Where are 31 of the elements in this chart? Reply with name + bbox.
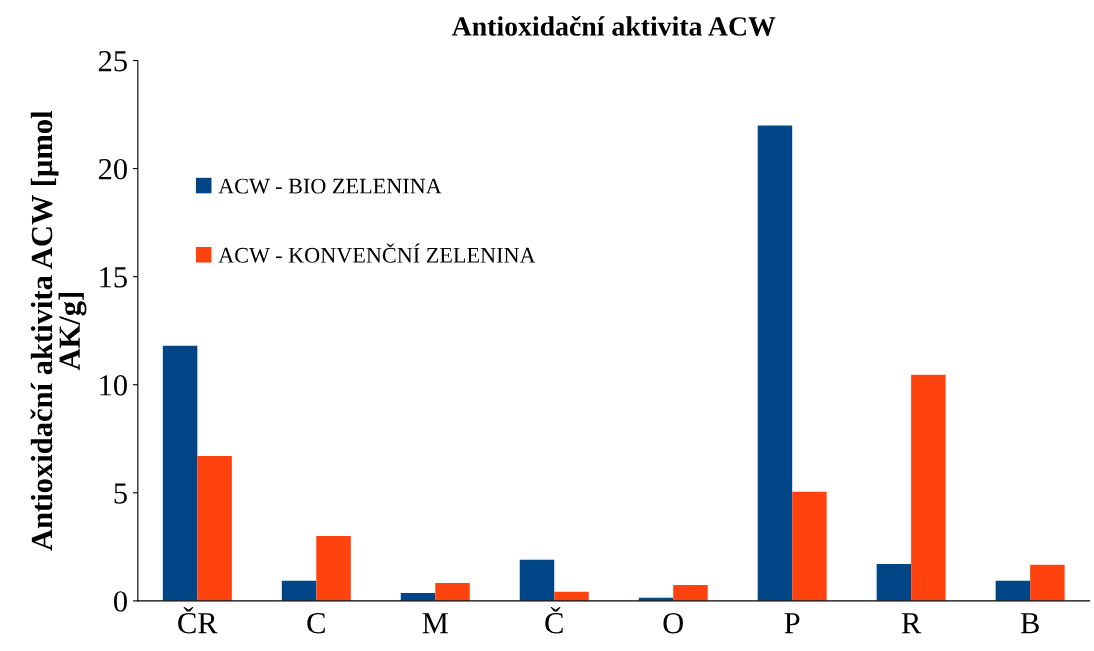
bar [519, 559, 555, 601]
y-tick-label: 25 [98, 50, 127, 72]
x-tick-label: P [784, 613, 800, 634]
x-tick-label: Č [545, 607, 563, 634]
bar [757, 125, 793, 601]
y-tick-label: 15 [100, 267, 127, 288]
bar [316, 536, 351, 601]
bar [911, 374, 946, 601]
legend-label: ACW - BIO ZELENINA [218, 178, 442, 194]
bar [792, 491, 827, 601]
bar [673, 584, 708, 601]
bar [1030, 564, 1065, 601]
x-tick-label: R [901, 613, 922, 634]
x-tick-label: O [663, 612, 683, 634]
bar [435, 582, 470, 601]
bar [162, 345, 198, 601]
y-tick-label: 0 [114, 591, 127, 612]
y-tick-label: 10 [100, 375, 127, 396]
x-tick-label: C [307, 612, 325, 634]
y-tick-label: 20 [98, 158, 127, 180]
bar [281, 580, 317, 601]
y-axis-title: Antioxidační aktivita ACW [µmol AK/g] [30, 110, 87, 551]
y-tick-label: 5 [114, 483, 127, 504]
bar [995, 580, 1031, 601]
bar [197, 456, 232, 601]
legend-label: ACW - KONVENČNÍ ZELENINA [218, 243, 536, 263]
x-tick-label: B [1020, 613, 1039, 634]
chart-title: Antioxidační aktivita ACW [451, 15, 776, 36]
bar [876, 563, 912, 601]
x-tick-label: M [422, 613, 448, 634]
x-tick-label: ČR [178, 607, 218, 634]
